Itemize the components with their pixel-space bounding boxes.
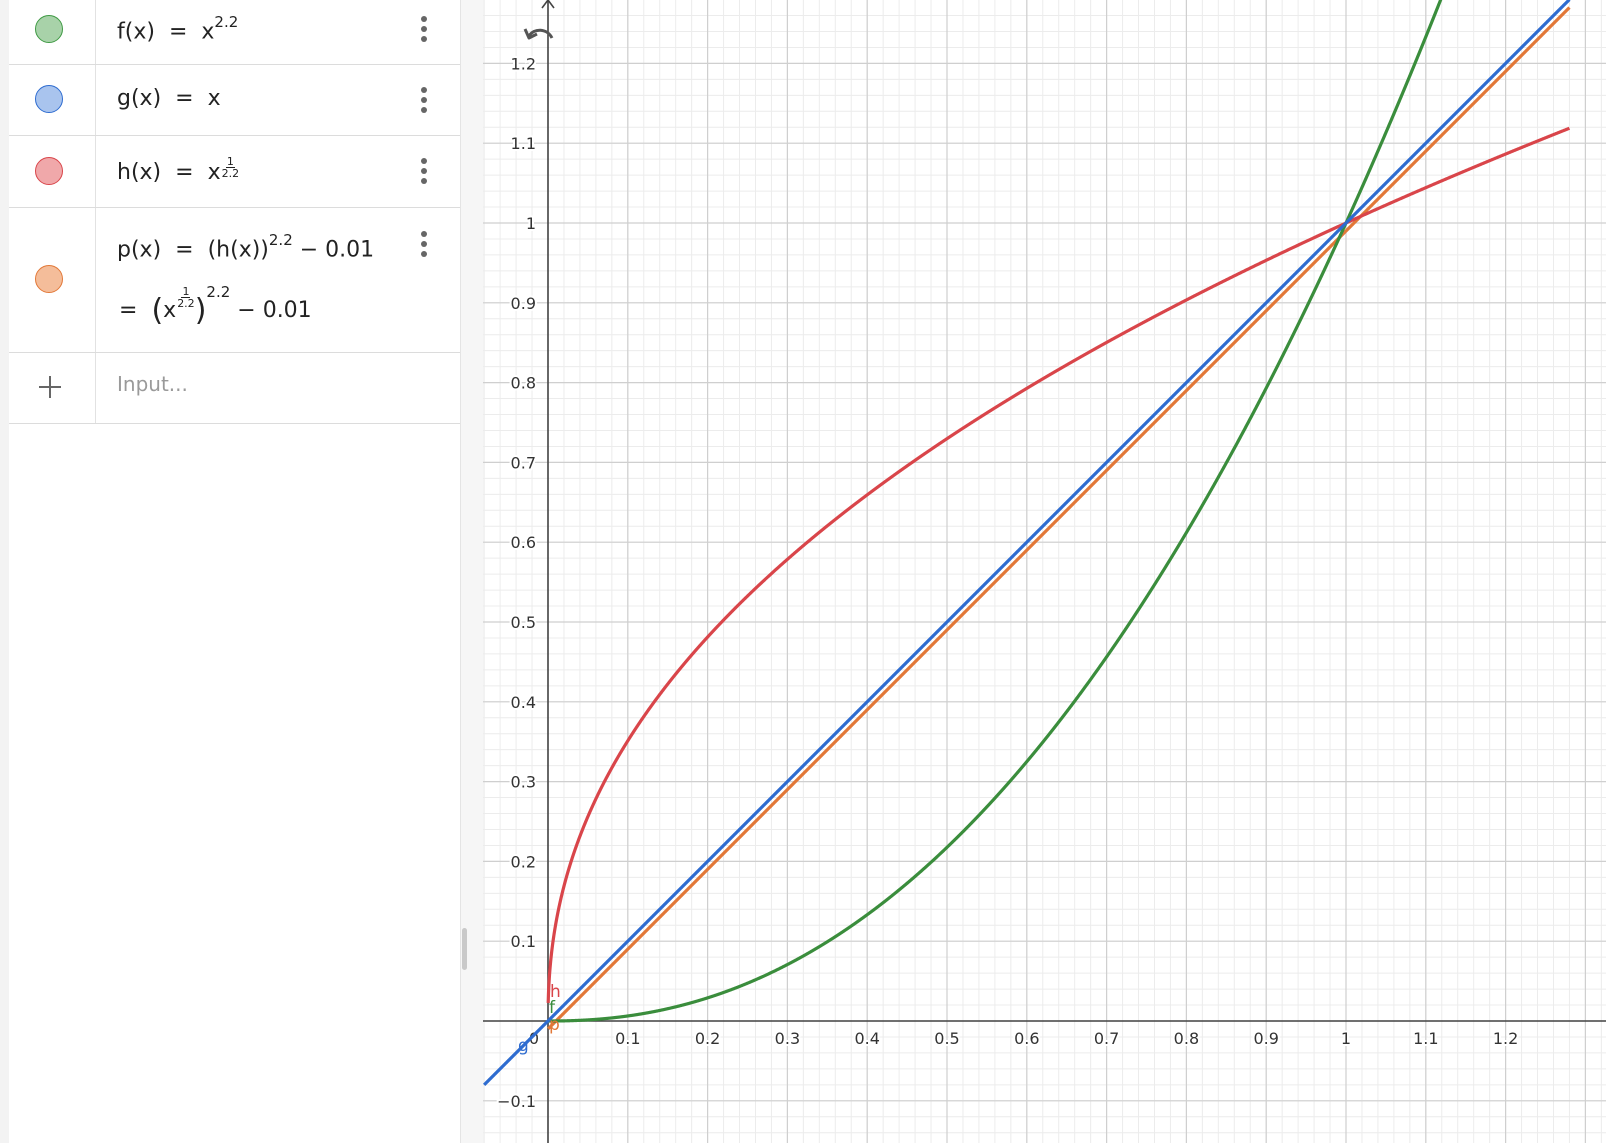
more-options-icon[interactable] xyxy=(421,87,427,113)
expression-p-evaluated: = (x 1 2.2)2.2 − 0.01 xyxy=(119,282,312,328)
curve-f[interactable] xyxy=(546,0,1516,1023)
color-cell xyxy=(9,65,96,135)
y-tick-label: 0.4 xyxy=(511,693,536,712)
color-marble-p[interactable] xyxy=(35,265,63,293)
color-marble-h[interactable] xyxy=(35,157,63,185)
input-row[interactable]: Input... xyxy=(9,353,460,424)
color-marble-g[interactable] xyxy=(35,85,63,113)
y-tick-label: 1 xyxy=(526,214,536,233)
curve-p[interactable] xyxy=(546,6,1571,1031)
y-tick-label: 0.9 xyxy=(511,294,536,313)
expression-g[interactable]: g(x) = x xyxy=(117,86,221,111)
panel-left-edge xyxy=(0,0,9,1143)
x-tick-label: 0.3 xyxy=(775,1029,800,1048)
curve-label-g: g xyxy=(518,1036,529,1056)
x-tick-label: 0.7 xyxy=(1094,1029,1119,1048)
color-cell xyxy=(9,208,96,352)
x-tick-label: 1 xyxy=(1341,1029,1351,1048)
x-tick-label: 0.2 xyxy=(695,1029,720,1048)
expression-row-p[interactable]: p(x) = (h(x))2.2 − 0.01 = (x 1 2.2)2.2 − 0… xyxy=(9,208,460,353)
y-tick-label: 1.1 xyxy=(511,134,536,153)
expression-p[interactable]: p(x) = (h(x))2.2 − 0.01 xyxy=(117,231,375,263)
add-cell xyxy=(9,353,96,423)
y-axis-arrow xyxy=(541,0,555,9)
color-cell xyxy=(9,136,96,207)
expression-h[interactable]: h(x) = x 1 2.2 xyxy=(117,155,240,185)
minor-grid xyxy=(483,0,1606,1143)
undo-icon[interactable] xyxy=(523,24,557,54)
function-plot[interactable]: 0 0.1 0.2 0.3 0.4 0.5 0.6 0.7 0.8 0.9 1 1.1 1.2−0.10… xyxy=(483,0,1606,1143)
plus-icon[interactable] xyxy=(38,375,62,399)
x-tick-label: 0.6 xyxy=(1014,1029,1039,1048)
x-tick-label: 0.1 xyxy=(615,1029,640,1048)
panel-right-edge xyxy=(460,0,484,1143)
expression-f[interactable]: f(x) = x2.2 xyxy=(117,13,239,45)
y-tick-label: 0.1 xyxy=(511,932,536,951)
more-options-icon[interactable] xyxy=(421,16,427,42)
y-tick-label: 1.2 xyxy=(511,54,536,73)
algebra-panel: f(x) = x2.2 g(x) = x h(x) = x 1 2.2 p(x) =… xyxy=(0,0,484,1143)
x-tick-label: 1.1 xyxy=(1413,1029,1438,1048)
more-options-icon[interactable] xyxy=(421,158,427,184)
major-grid xyxy=(483,0,1606,1143)
x-tick-label: 0.4 xyxy=(854,1029,879,1048)
y-tick-label: 0.6 xyxy=(511,533,536,552)
expression-row-g[interactable]: g(x) = x xyxy=(9,65,460,136)
curve-g[interactable] xyxy=(483,0,1571,1087)
input-bar[interactable]: Input... xyxy=(117,372,188,396)
curve-label-f: f xyxy=(549,998,556,1018)
y-tick-label: 0.8 xyxy=(511,374,536,393)
y-tick-label: 0.2 xyxy=(511,852,536,871)
y-tick-label: 0.3 xyxy=(511,773,536,792)
y-tick-label: 0.7 xyxy=(511,453,536,472)
graphics-view[interactable]: 0 0.1 0.2 0.3 0.4 0.5 0.6 0.7 0.8 0.9 1 1.1 1.2 −0.1 0… xyxy=(483,0,1606,1143)
x-tick-label: 0.8 xyxy=(1174,1029,1199,1048)
color-marble-f[interactable] xyxy=(35,15,63,43)
panel-resize-handle[interactable] xyxy=(462,928,467,970)
x-tick-label: 0.5 xyxy=(934,1029,959,1048)
y-tick-label: 0.5 xyxy=(511,613,536,632)
color-cell xyxy=(9,0,96,64)
curve-label-h: h xyxy=(550,982,561,1002)
curve-h[interactable] xyxy=(546,126,1571,1003)
x-tick-label: 0.9 xyxy=(1253,1029,1278,1048)
x-tick-label: 1.2 xyxy=(1493,1029,1518,1048)
curve-label-p: p xyxy=(549,1015,560,1035)
expression-row-h[interactable]: h(x) = x 1 2.2 xyxy=(9,136,460,208)
expression-row-f[interactable]: f(x) = x2.2 xyxy=(9,0,460,65)
more-options-icon[interactable] xyxy=(421,231,427,257)
y-tick-label: −0.1 xyxy=(497,1092,536,1111)
